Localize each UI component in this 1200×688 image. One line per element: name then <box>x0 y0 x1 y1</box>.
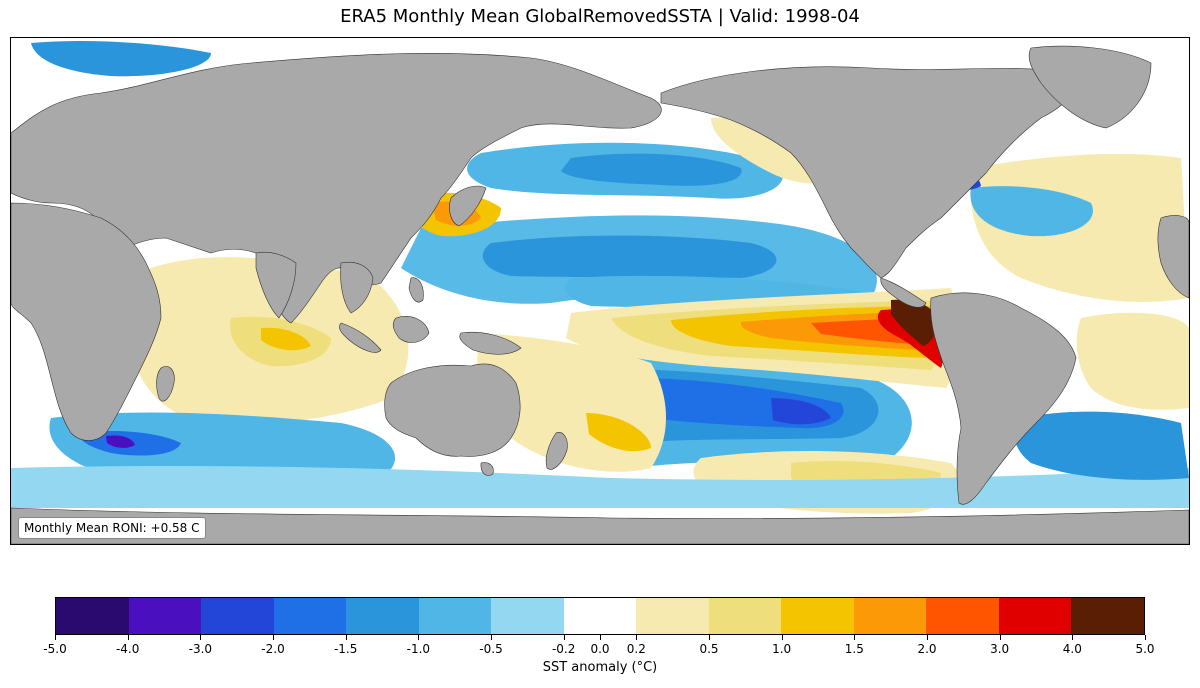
anomaly-cool-satl <box>1014 411 1189 480</box>
colorbar-tick-label: 2.0 <box>917 642 937 656</box>
colorbar-label: SST anomaly (°C) <box>542 660 658 675</box>
land-north-america <box>660 66 1074 279</box>
anomaly-warm-nino-7 <box>891 299 937 346</box>
colorbar-tick-mark <box>418 635 420 640</box>
page-title: ERA5 Monthly Mean GlobalRemovedSSTA | Va… <box>340 6 860 27</box>
colorbar-segment <box>636 598 709 634</box>
colorbar-tick-label: -1.0 <box>406 642 431 656</box>
colorbar-tick-mark <box>55 635 56 640</box>
colorbar-segment <box>418 598 492 634</box>
colorbar-segment <box>1071 598 1144 634</box>
land-africa <box>11 202 162 441</box>
colorbar-tick-mark <box>563 635 565 640</box>
land-philippines <box>408 277 424 303</box>
land-sumatra <box>339 322 382 353</box>
colorbar-tick-mark <box>1072 635 1074 640</box>
land-india <box>255 251 297 319</box>
colorbar-tick-label: -4.0 <box>115 642 140 656</box>
anomaly-warm-spac-core <box>586 413 651 452</box>
land-south-america <box>930 292 1077 505</box>
colorbar-tick-label: 0.5 <box>699 642 719 656</box>
colorbar-tick-mark <box>927 635 928 640</box>
colorbar-tick-mark <box>127 635 129 640</box>
land-indochina <box>340 261 374 314</box>
anomaly-cool-midlat-core <box>561 153 742 186</box>
colorbar-segment <box>926 598 999 634</box>
anomaly-cool-npac-core <box>482 235 777 278</box>
land-antarctica <box>11 507 1189 544</box>
colorbar-tick-label: 5.0 <box>1135 642 1155 656</box>
land-tasmania <box>480 462 494 476</box>
land-australia <box>384 363 521 457</box>
sst-anomaly-map <box>11 41 1189 544</box>
colorbar-tick-label: -3.0 <box>188 642 213 656</box>
colorbar-segment <box>273 598 347 634</box>
colorbar-tick-mark <box>345 635 347 640</box>
colorbar-segment <box>563 598 637 634</box>
anomaly-cool-arctic <box>31 41 211 77</box>
colorbar-segment <box>201 598 274 634</box>
colorbar-tick-mark <box>491 635 492 640</box>
colorbar-segment <box>998 598 1072 634</box>
colorbar-tick-mark <box>636 635 638 640</box>
anomaly-cool-sindian-deep <box>106 435 135 448</box>
colorbar-segment <box>56 598 129 634</box>
colorbar-tick-mark <box>273 635 274 640</box>
land-eurasia <box>11 53 662 324</box>
land-europe-east <box>1157 215 1189 299</box>
land-japan <box>449 185 487 227</box>
colorbar-tick-mark <box>600 635 601 640</box>
roni-annotation: Monthly Mean RONI: +0.58 C <box>18 517 206 539</box>
colorbar-tick-label: 1.5 <box>844 642 864 656</box>
colorbar-tick-label: 1.0 <box>772 642 792 656</box>
colorbar-tick-label: -1.5 <box>333 642 358 656</box>
colorbar-tick-label: -2.0 <box>261 642 285 656</box>
anomaly-warm-indian-hot <box>261 327 311 351</box>
colorbar-tick-mark <box>854 635 856 640</box>
colorbar-tick-mark <box>200 635 202 640</box>
colorbar-tick-mark <box>1145 635 1146 640</box>
colorbar-tick-mark <box>781 635 783 640</box>
colorbar-segment <box>128 598 202 634</box>
anomaly-cool-south <box>11 466 1189 508</box>
land-madagascar <box>156 366 175 402</box>
land-newguinea <box>459 332 522 355</box>
anomaly-warm-satl <box>1076 312 1189 410</box>
colorbar-segment <box>491 598 564 634</box>
colorbar-segment <box>781 598 854 634</box>
anomaly-cool-spac-deepest <box>771 398 831 425</box>
colorbar-tick-mark <box>999 635 1001 640</box>
colorbar-tick-label: -0.2 <box>551 642 576 656</box>
colorbar-tick-label: 0.0 <box>590 642 610 656</box>
anomaly-cool-natl <box>970 186 1093 237</box>
map-panel <box>10 37 1190 545</box>
anomaly-cool-sindian <box>49 412 396 482</box>
colorbar-tick-label: -5.0 <box>43 642 67 656</box>
colorbar-segment <box>853 598 927 634</box>
land-greenland <box>1028 45 1152 129</box>
colorbar-tick-label: 4.0 <box>1062 642 1082 656</box>
anomaly-field <box>11 41 1189 514</box>
colorbar-tick-label: -0.5 <box>479 642 503 656</box>
colorbar-segment <box>708 598 782 634</box>
colorbar-tick-label: 0.2 <box>626 642 646 656</box>
colorbar <box>55 597 1145 635</box>
land <box>11 45 1189 544</box>
land-central-america <box>880 277 927 308</box>
colorbar-tick-mark <box>709 635 710 640</box>
colorbar-tick-label: 3.0 <box>990 642 1010 656</box>
land-borneo <box>392 316 430 343</box>
colorbar-segment <box>346 598 419 634</box>
land-newzealand <box>545 432 568 470</box>
